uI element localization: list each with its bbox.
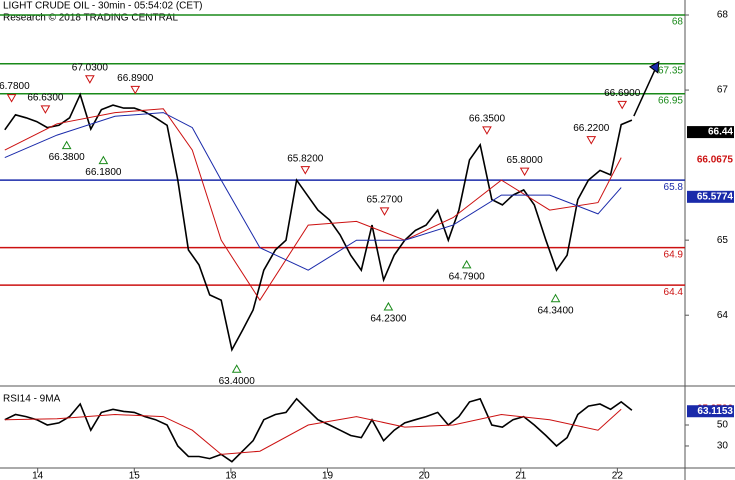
peak-marker <box>586 136 597 145</box>
x-tick-label: 22 <box>612 471 624 480</box>
series-line <box>4 408 622 455</box>
trough-label: 66.1800 <box>85 167 122 178</box>
x-tick-label: 20 <box>419 471 431 480</box>
y-tick-label: 50 <box>717 420 729 431</box>
level-label: 67.35 <box>658 65 683 76</box>
trough-marker <box>461 259 472 269</box>
peak-marker <box>130 85 141 95</box>
trough-marker <box>550 293 561 303</box>
trough-label: 64.2300 <box>370 314 407 325</box>
peak-label: 65.8200 <box>287 153 324 164</box>
forecast-arrow <box>633 67 657 117</box>
price-tag <box>687 405 734 418</box>
level-label: 64.4 <box>664 287 684 298</box>
x-tick-label: 19 <box>322 471 334 480</box>
trough-marker <box>231 364 242 373</box>
level-label: 66.95 <box>658 95 683 106</box>
peak-marker <box>482 126 492 135</box>
peak-label: 66.3500 <box>469 113 506 124</box>
x-tick-label: 18 <box>225 471 237 480</box>
x-tick-label: 14 <box>32 471 44 480</box>
peak-label: 66.7800 <box>0 81 30 92</box>
y-tick-label: 30 <box>717 441 729 452</box>
peak-marker <box>519 167 530 177</box>
series-line <box>4 397 633 463</box>
y-tick-label: 68 <box>717 10 729 21</box>
peak-marker <box>6 94 17 103</box>
y-tick-label: 65 <box>717 235 729 246</box>
peak-marker <box>40 105 51 114</box>
chart-subtitle: Research © 2018 TRADING CENTRAL <box>3 13 178 24</box>
trough-label: 64.3400 <box>537 305 574 316</box>
trough-label: 64.7900 <box>449 272 486 283</box>
peak-label: 65.2700 <box>366 195 403 206</box>
peak-marker <box>84 75 95 84</box>
level-label: 64.9 <box>664 249 684 260</box>
price-tag-label: 63.1153 <box>697 406 733 417</box>
level-label: 68 <box>672 17 684 28</box>
x-tick-label: 21 <box>515 471 527 480</box>
peak-label: 65.8000 <box>507 155 544 166</box>
price-tag <box>687 126 734 139</box>
trough-label: 66.3800 <box>49 152 86 163</box>
peak-label: 66.2200 <box>573 123 610 134</box>
price-tag <box>687 190 734 203</box>
series-line <box>4 112 622 271</box>
trough-label: 63.4000 <box>219 376 256 387</box>
x-tick-label: 15 <box>129 471 141 480</box>
price-tag-label: 66.44 <box>708 127 733 138</box>
indicator-title: RSI14 - 9MA <box>3 394 61 405</box>
price-tag-label: 65.5774 <box>697 191 734 202</box>
peak-label: 66.6300 <box>27 92 64 103</box>
trough-marker <box>383 301 394 311</box>
peak-marker <box>379 207 390 216</box>
forecast-arrowhead <box>648 60 660 74</box>
trough-marker <box>98 155 109 165</box>
price-tag-label: 66.0675 <box>697 155 734 166</box>
series-line <box>4 108 622 302</box>
y-tick-label: 67 <box>717 85 729 96</box>
peak-marker <box>300 166 311 175</box>
peak-label: 66.6900 <box>604 88 641 99</box>
peak-marker <box>617 100 628 110</box>
chart-title: LIGHT CRUDE OIL - 30min - 05:54:02 (CET) <box>3 1 203 12</box>
peak-label: 66.8900 <box>117 73 154 84</box>
peak-label: 67.0300 <box>72 62 109 73</box>
y-tick-label: 64 <box>717 310 729 321</box>
level-label: 65.8 <box>664 182 684 193</box>
price-tag <box>687 154 734 167</box>
trough-marker <box>61 140 72 150</box>
